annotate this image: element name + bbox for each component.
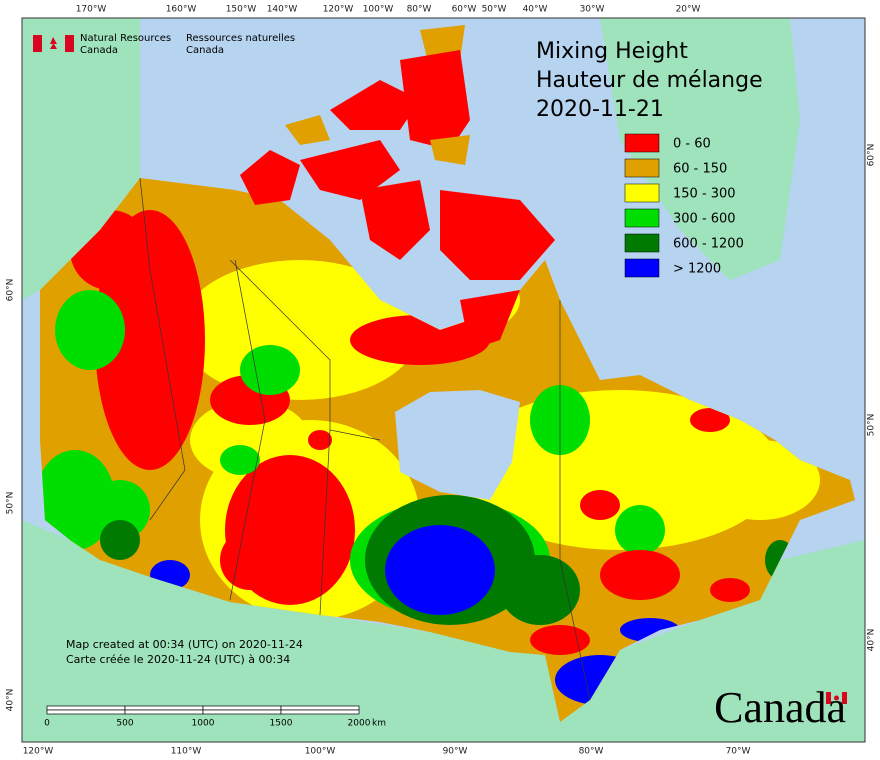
field-area — [500, 555, 580, 625]
scale-label: 0 — [44, 719, 50, 729]
top-axis-label: 20°W — [676, 5, 701, 15]
org-fr: Canada — [186, 45, 224, 56]
legend-label: 0 - 60 — [673, 137, 711, 152]
province-borders — [139, 177, 591, 701]
bottom-axis-label: 80°W — [579, 747, 604, 757]
scale-segment — [202, 705, 282, 711]
title: Mixing Height — [536, 39, 688, 64]
arctic-islands — [240, 25, 555, 350]
field-area — [700, 440, 820, 520]
legend-swatch — [624, 183, 660, 203]
field-area — [90, 480, 150, 540]
legend-swatch — [624, 133, 660, 153]
top-axis-label: 160°W — [166, 5, 197, 15]
top-axis-label: 50°W — [482, 5, 507, 15]
top-axis-label: 170°W — [76, 5, 107, 15]
field-area — [100, 520, 140, 560]
footer-note: Carte créée le 2020-11-24 (UTC) à 00:34 — [66, 653, 290, 666]
top-axis-label: 30°W — [580, 5, 605, 15]
legend-label: > 1200 — [673, 262, 721, 277]
greenland — [600, 18, 800, 280]
scale-segment — [124, 705, 204, 711]
alaska — [22, 18, 140, 300]
field-area — [350, 315, 490, 365]
left-axis-label: 40°N — [6, 689, 16, 712]
scale-unit: km — [372, 719, 386, 729]
scale-segment — [280, 709, 360, 715]
field-area — [530, 625, 590, 655]
scale-label: 500 — [116, 719, 133, 729]
field-area — [615, 505, 665, 555]
right-axis-label: 40°N — [867, 629, 877, 652]
top-axis-label: 100°W — [363, 5, 394, 15]
field-area — [240, 345, 300, 395]
scale-label: 2000 — [348, 719, 371, 729]
scale-segment — [280, 705, 360, 711]
legend-label: 60 - 150 — [673, 162, 727, 177]
field-area — [308, 430, 332, 450]
legend-label: 150 - 300 — [673, 187, 736, 202]
bottom-axis-label: 110°W — [171, 747, 202, 757]
top-axis-label: 140°W — [267, 5, 298, 15]
right-axis-label: 60°N — [867, 144, 877, 167]
legend-swatch — [624, 233, 660, 253]
top-axis-label: 60°W — [452, 5, 477, 15]
scale-bar: 0 500 1000 1500 2000 km — [44, 705, 386, 729]
field-area — [600, 550, 680, 600]
left-axis-label: 60°N — [6, 279, 16, 302]
title: Hauteur de mélange — [536, 68, 763, 93]
island — [430, 135, 470, 165]
scale-label: 1000 — [192, 719, 215, 729]
legend: 0 - 60 60 - 150 150 - 300 300 - 600 600 - 12… — [624, 133, 744, 278]
island — [460, 290, 520, 350]
legend-swatch — [624, 258, 660, 278]
top-axis-label: 150°W — [226, 5, 257, 15]
wordmark: Canada — [714, 683, 846, 732]
island — [400, 50, 470, 150]
legend-label: 600 - 1200 — [673, 237, 744, 252]
bottom-axis-label: 90°W — [443, 747, 468, 757]
field-area — [690, 408, 730, 432]
field-area — [710, 578, 750, 602]
island — [330, 80, 420, 130]
legend-swatch — [624, 208, 660, 228]
org-en: Natural Resources — [80, 33, 171, 44]
footer-note: Map created at 00:34 (UTC) on 2020-11-24 — [66, 638, 303, 651]
island — [300, 140, 400, 200]
bottom-axis-label: 120°W — [23, 747, 54, 757]
island — [360, 180, 430, 260]
logo-flag — [33, 35, 74, 52]
bottom-axis-label: 100°W — [305, 747, 336, 757]
legend-swatch — [624, 158, 660, 178]
title: 2020-11-21 — [536, 97, 664, 122]
island — [240, 150, 300, 205]
scale-segment — [46, 709, 126, 715]
right-axis-label: 50°N — [867, 414, 877, 437]
hudson-bay — [395, 390, 520, 500]
org-en: Canada — [80, 45, 118, 56]
frame — [21, 17, 866, 743]
field-area — [55, 290, 125, 370]
scale-segment — [202, 709, 282, 715]
top-axis-label: 120°W — [323, 5, 354, 15]
left-axis-label: 50°N — [6, 492, 16, 515]
usa — [22, 520, 865, 742]
top-axis-label: 80°W — [407, 5, 432, 15]
field-area — [385, 525, 495, 615]
bottom-axis-label: 70°W — [726, 747, 751, 757]
island — [440, 190, 555, 280]
field-area — [580, 490, 620, 520]
island — [285, 115, 330, 145]
field-area — [220, 530, 280, 590]
scale-segment — [124, 709, 204, 715]
field-area — [220, 445, 260, 475]
legend-label: 300 - 600 — [673, 212, 736, 227]
scale-segment — [46, 705, 126, 711]
org-fr: Ressources naturelles — [186, 33, 295, 44]
scale-label: 1500 — [270, 719, 293, 729]
wordmark-flag — [826, 692, 847, 704]
top-axis-label: 40°W — [523, 5, 548, 15]
